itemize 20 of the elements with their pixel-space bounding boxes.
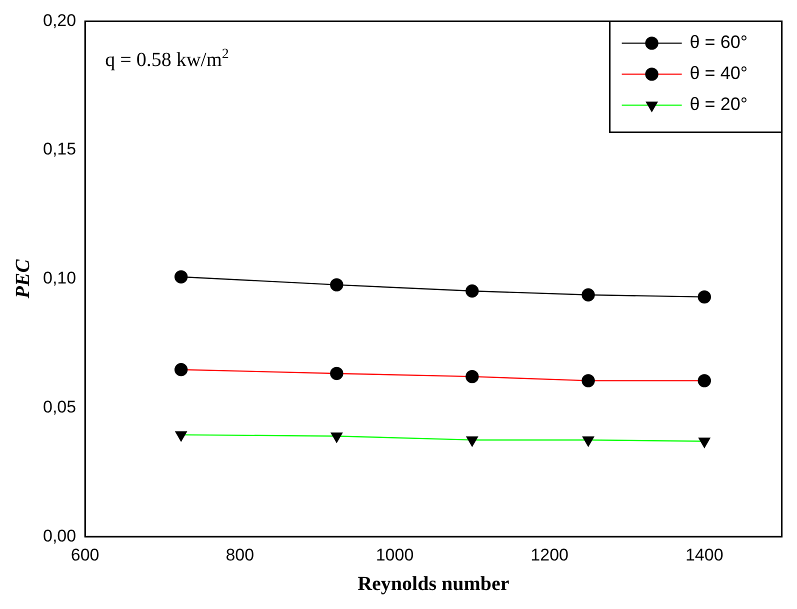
y-axis-title: PEC	[12, 258, 34, 300]
point	[466, 284, 479, 298]
legend-label: θ = 20°	[690, 94, 748, 114]
x-tick-label: 800	[226, 545, 254, 564]
point	[698, 290, 711, 304]
point	[582, 288, 595, 302]
y-tick-label: 0,15	[42, 140, 76, 159]
x-tick-label: 1400	[685, 545, 724, 564]
y-tick-label: 0,20	[42, 10, 76, 30]
y-tick-label: 0,10	[42, 268, 76, 288]
y-tick-label: 0,00	[42, 526, 76, 546]
legend-label: θ = 40°	[690, 63, 748, 84]
y-tick-label: 0,05	[42, 397, 76, 416]
x-axis-title: Reynolds number	[358, 573, 510, 596]
point	[174, 270, 188, 284]
x-tick-label: 600	[70, 545, 100, 564]
legend-label: θ = 60°	[690, 32, 748, 52]
point	[330, 278, 344, 292]
x-tick-label: 1000	[376, 545, 414, 564]
x-tick-label: 1200	[530, 545, 568, 564]
